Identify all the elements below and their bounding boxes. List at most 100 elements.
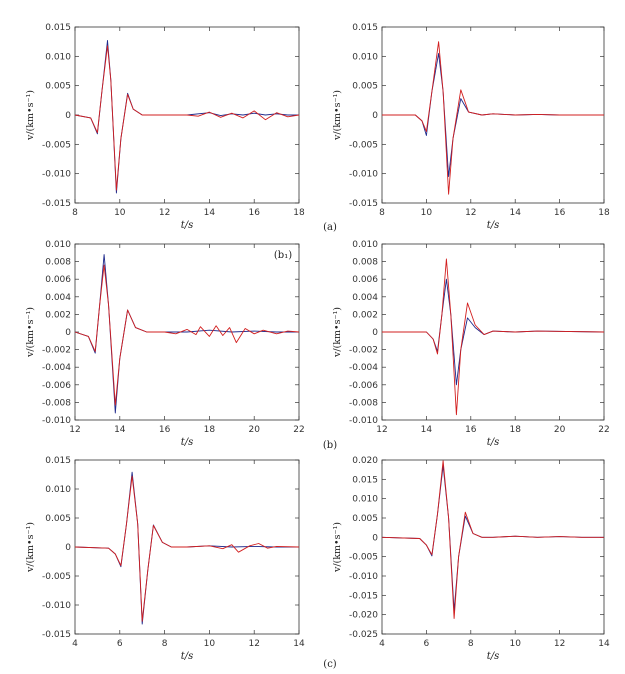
- x-tick-label: 16: [465, 425, 477, 435]
- y-tick-label: -0.005: [42, 572, 71, 582]
- x-axis-label: t/s: [487, 651, 500, 662]
- y-tick-label: 0.015: [45, 23, 71, 33]
- y-tick-label: 0.006: [352, 275, 378, 285]
- y-tick-label: -0.005: [349, 140, 378, 150]
- caption-a: (a): [323, 222, 337, 233]
- x-tick-label: 20: [248, 425, 260, 435]
- y-tick-label: -0.005: [42, 140, 71, 150]
- y-tick-label: -0.015: [349, 199, 378, 209]
- caption-c: (c): [323, 659, 337, 670]
- y-tick-label: -0.010: [349, 572, 378, 582]
- y-tick-label: -0.025: [349, 630, 378, 640]
- x-tick-label: 8: [379, 208, 385, 218]
- x-tick-label: 18: [293, 208, 305, 218]
- y-tick-label: 0.002: [352, 310, 378, 320]
- series-line-2: [74, 264, 300, 406]
- y-axis-label: v/(km•s⁻¹): [25, 90, 36, 141]
- x-tick-label: 18: [598, 208, 610, 218]
- x-tick-label: 6: [424, 639, 430, 649]
- x-axis-label: t/s: [181, 437, 194, 448]
- y-tick-label: -0.010: [349, 416, 378, 426]
- x-tick-label: 4: [379, 639, 385, 649]
- y-tick-label: -0.010: [42, 170, 71, 180]
- chart-panel-3: 12 14 16 18 20 22 0.010 0.008 0.006 0.004 0.002 0 -0…: [25, 240, 305, 448]
- x-tick-label: 16: [554, 208, 566, 218]
- x-axis-label: t/s: [181, 651, 194, 662]
- y-tick-label: 0: [372, 328, 378, 338]
- y-tick-label: -0.015: [42, 199, 71, 209]
- x-axis-label: t/s: [487, 220, 500, 231]
- y-axis-label: v/(km•s⁻¹): [25, 522, 36, 573]
- x-tick-label: 12: [248, 639, 259, 649]
- y-tick-label: -0.002: [349, 346, 378, 356]
- y-tick-label: 0.005: [352, 514, 378, 524]
- y-tick-label: 0.005: [352, 82, 378, 92]
- y-tick-label: 0.010: [352, 240, 378, 250]
- chart-panel-2: 8 10 12 14 16 18 0.015 0.010 0.005 0 -0.005 -0.010 -…: [332, 23, 610, 231]
- x-tick-label: 14: [598, 639, 610, 649]
- y-tick-label: -0.006: [42, 381, 71, 391]
- x-tick-label: 8: [162, 639, 168, 649]
- x-tick-label: 14: [293, 639, 305, 649]
- y-tick-label: 0.015: [352, 475, 378, 485]
- y-tick-label: 0.008: [352, 258, 378, 268]
- x-tick-label: 20: [554, 425, 566, 435]
- y-tick-label: 0.010: [352, 52, 378, 62]
- x-tick-label: 14: [421, 425, 433, 435]
- x-tick-label: 14: [509, 208, 521, 218]
- x-tick-label: 18: [509, 425, 521, 435]
- y-tick-label: 0.004: [45, 293, 71, 303]
- x-tick-label: 22: [598, 425, 609, 435]
- x-tick-label: 14: [204, 208, 216, 218]
- x-tick-label: 16: [248, 208, 260, 218]
- caption-b: (b): [323, 440, 337, 451]
- x-tick-label: 12: [465, 208, 476, 218]
- y-tick-label: 0.010: [352, 495, 378, 505]
- y-tick-label: -0.008: [349, 398, 378, 408]
- y-tick-label: 0.008: [45, 258, 71, 268]
- x-tick-label: 10: [421, 208, 433, 218]
- x-tick-label: 12: [554, 639, 565, 649]
- y-tick-label: 0: [372, 533, 378, 543]
- series-line-1: [74, 40, 299, 194]
- x-tick-label: 18: [204, 425, 216, 435]
- y-tick-label: 0.010: [45, 52, 71, 62]
- series-line-2: [381, 460, 604, 619]
- y-tick-label: -0.002: [42, 346, 71, 356]
- y-axis-label: v/(km•s⁻¹): [332, 522, 343, 573]
- x-tick-label: 12: [376, 425, 387, 435]
- y-tick-label: 0.020: [352, 456, 378, 466]
- x-tick-label: 12: [159, 208, 170, 218]
- y-tick-label: 0.010: [45, 240, 71, 250]
- x-tick-label: 10: [204, 639, 216, 649]
- y-tick-label: 0.005: [45, 514, 71, 524]
- x-tick-label: 10: [509, 639, 521, 649]
- x-tick-label: 8: [468, 639, 474, 649]
- y-tick-label: 0.015: [352, 23, 378, 33]
- y-tick-label: -0.020: [349, 611, 378, 621]
- x-axis-label: t/s: [487, 437, 500, 448]
- y-tick-label: 0.005: [45, 82, 71, 92]
- y-tick-label: -0.005: [349, 553, 378, 563]
- y-tick-label: 0: [65, 328, 71, 338]
- x-tick-label: 14: [114, 425, 126, 435]
- x-tick-label: 16: [159, 425, 171, 435]
- y-tick-label: 0: [65, 543, 71, 553]
- y-tick-label: 0.004: [352, 293, 378, 303]
- y-tick-label: 0.015: [45, 456, 71, 466]
- chart-panel-6: 4 6 8 10 12 14 0.020 0.015 0.010 0.005 0 -0.005 -0.0…: [332, 456, 610, 662]
- series-line-2: [74, 45, 300, 191]
- y-tick-label: 0: [372, 111, 378, 121]
- x-tick-label: 8: [72, 208, 78, 218]
- y-tick-label: -0.010: [42, 601, 71, 611]
- y-tick-label: 0.006: [45, 275, 71, 285]
- y-tick-label: -0.004: [42, 363, 71, 373]
- y-tick-label: -0.004: [349, 363, 378, 373]
- y-axis-label: v/(km•s⁻¹): [332, 90, 343, 141]
- chart-panel-4: 12 14 16 18 20 22 0.010 0.008 0.006 0.004 0.002 0 -0…: [332, 240, 610, 448]
- x-tick-label: 12: [69, 425, 80, 435]
- y-tick-label: 0.010: [45, 485, 71, 495]
- y-tick-label: 0: [65, 111, 71, 121]
- y-tick-label: -0.010: [42, 416, 71, 426]
